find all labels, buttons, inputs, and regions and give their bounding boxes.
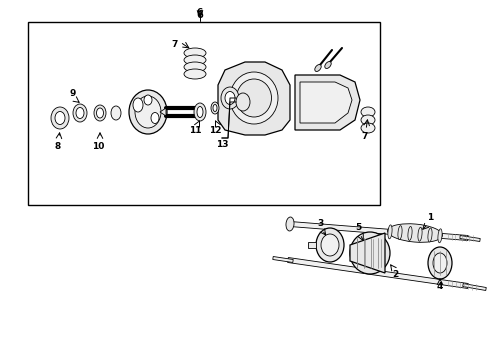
Ellipse shape <box>144 95 152 105</box>
Ellipse shape <box>286 217 294 231</box>
Polygon shape <box>160 108 166 116</box>
Ellipse shape <box>321 234 339 256</box>
Polygon shape <box>300 82 352 123</box>
Ellipse shape <box>51 107 69 129</box>
Ellipse shape <box>197 107 203 117</box>
Text: 13: 13 <box>216 140 228 149</box>
Ellipse shape <box>428 247 452 279</box>
Ellipse shape <box>184 55 206 65</box>
Polygon shape <box>460 235 480 242</box>
Ellipse shape <box>237 79 271 117</box>
Ellipse shape <box>76 108 84 118</box>
Ellipse shape <box>350 232 390 274</box>
Ellipse shape <box>225 91 235 104</box>
Polygon shape <box>218 62 290 135</box>
Text: 7: 7 <box>172 40 178 49</box>
Ellipse shape <box>184 62 206 72</box>
Text: 2: 2 <box>392 270 398 279</box>
Ellipse shape <box>361 115 375 125</box>
Ellipse shape <box>194 103 206 121</box>
Ellipse shape <box>135 96 161 128</box>
Ellipse shape <box>129 90 167 134</box>
Ellipse shape <box>398 226 402 240</box>
Text: 12: 12 <box>209 126 221 135</box>
Text: 7: 7 <box>362 132 368 141</box>
Polygon shape <box>308 242 316 248</box>
Ellipse shape <box>184 48 206 58</box>
Text: 6: 6 <box>197 8 203 17</box>
Ellipse shape <box>315 64 321 71</box>
Ellipse shape <box>73 104 87 122</box>
Text: 3: 3 <box>317 219 323 228</box>
Ellipse shape <box>211 102 219 114</box>
Ellipse shape <box>94 105 106 121</box>
Polygon shape <box>350 233 385 273</box>
Polygon shape <box>273 257 293 262</box>
Ellipse shape <box>316 228 344 262</box>
Ellipse shape <box>325 62 331 68</box>
Ellipse shape <box>184 69 206 79</box>
Bar <box>28 22 380 205</box>
Text: 1: 1 <box>427 213 433 222</box>
Ellipse shape <box>213 104 217 112</box>
Ellipse shape <box>388 224 442 242</box>
Ellipse shape <box>433 253 447 273</box>
Polygon shape <box>295 75 360 130</box>
Ellipse shape <box>408 226 412 240</box>
Text: 11: 11 <box>189 126 201 135</box>
Ellipse shape <box>388 225 392 239</box>
Polygon shape <box>290 221 468 240</box>
Polygon shape <box>288 257 468 288</box>
Ellipse shape <box>428 228 432 242</box>
Ellipse shape <box>230 72 278 124</box>
Ellipse shape <box>151 112 159 123</box>
Text: 5: 5 <box>355 223 361 232</box>
Ellipse shape <box>97 108 103 118</box>
Ellipse shape <box>221 87 239 109</box>
Text: 9: 9 <box>70 89 76 98</box>
Ellipse shape <box>55 112 65 125</box>
Text: 10: 10 <box>92 142 104 151</box>
Ellipse shape <box>133 98 143 112</box>
Text: 8: 8 <box>55 142 61 151</box>
Polygon shape <box>463 284 486 291</box>
Ellipse shape <box>361 107 375 117</box>
Text: 6: 6 <box>196 10 203 20</box>
Ellipse shape <box>111 106 121 120</box>
Ellipse shape <box>361 123 375 133</box>
Ellipse shape <box>236 93 250 111</box>
Ellipse shape <box>418 227 422 241</box>
Text: 4: 4 <box>437 282 443 291</box>
Ellipse shape <box>438 229 442 243</box>
